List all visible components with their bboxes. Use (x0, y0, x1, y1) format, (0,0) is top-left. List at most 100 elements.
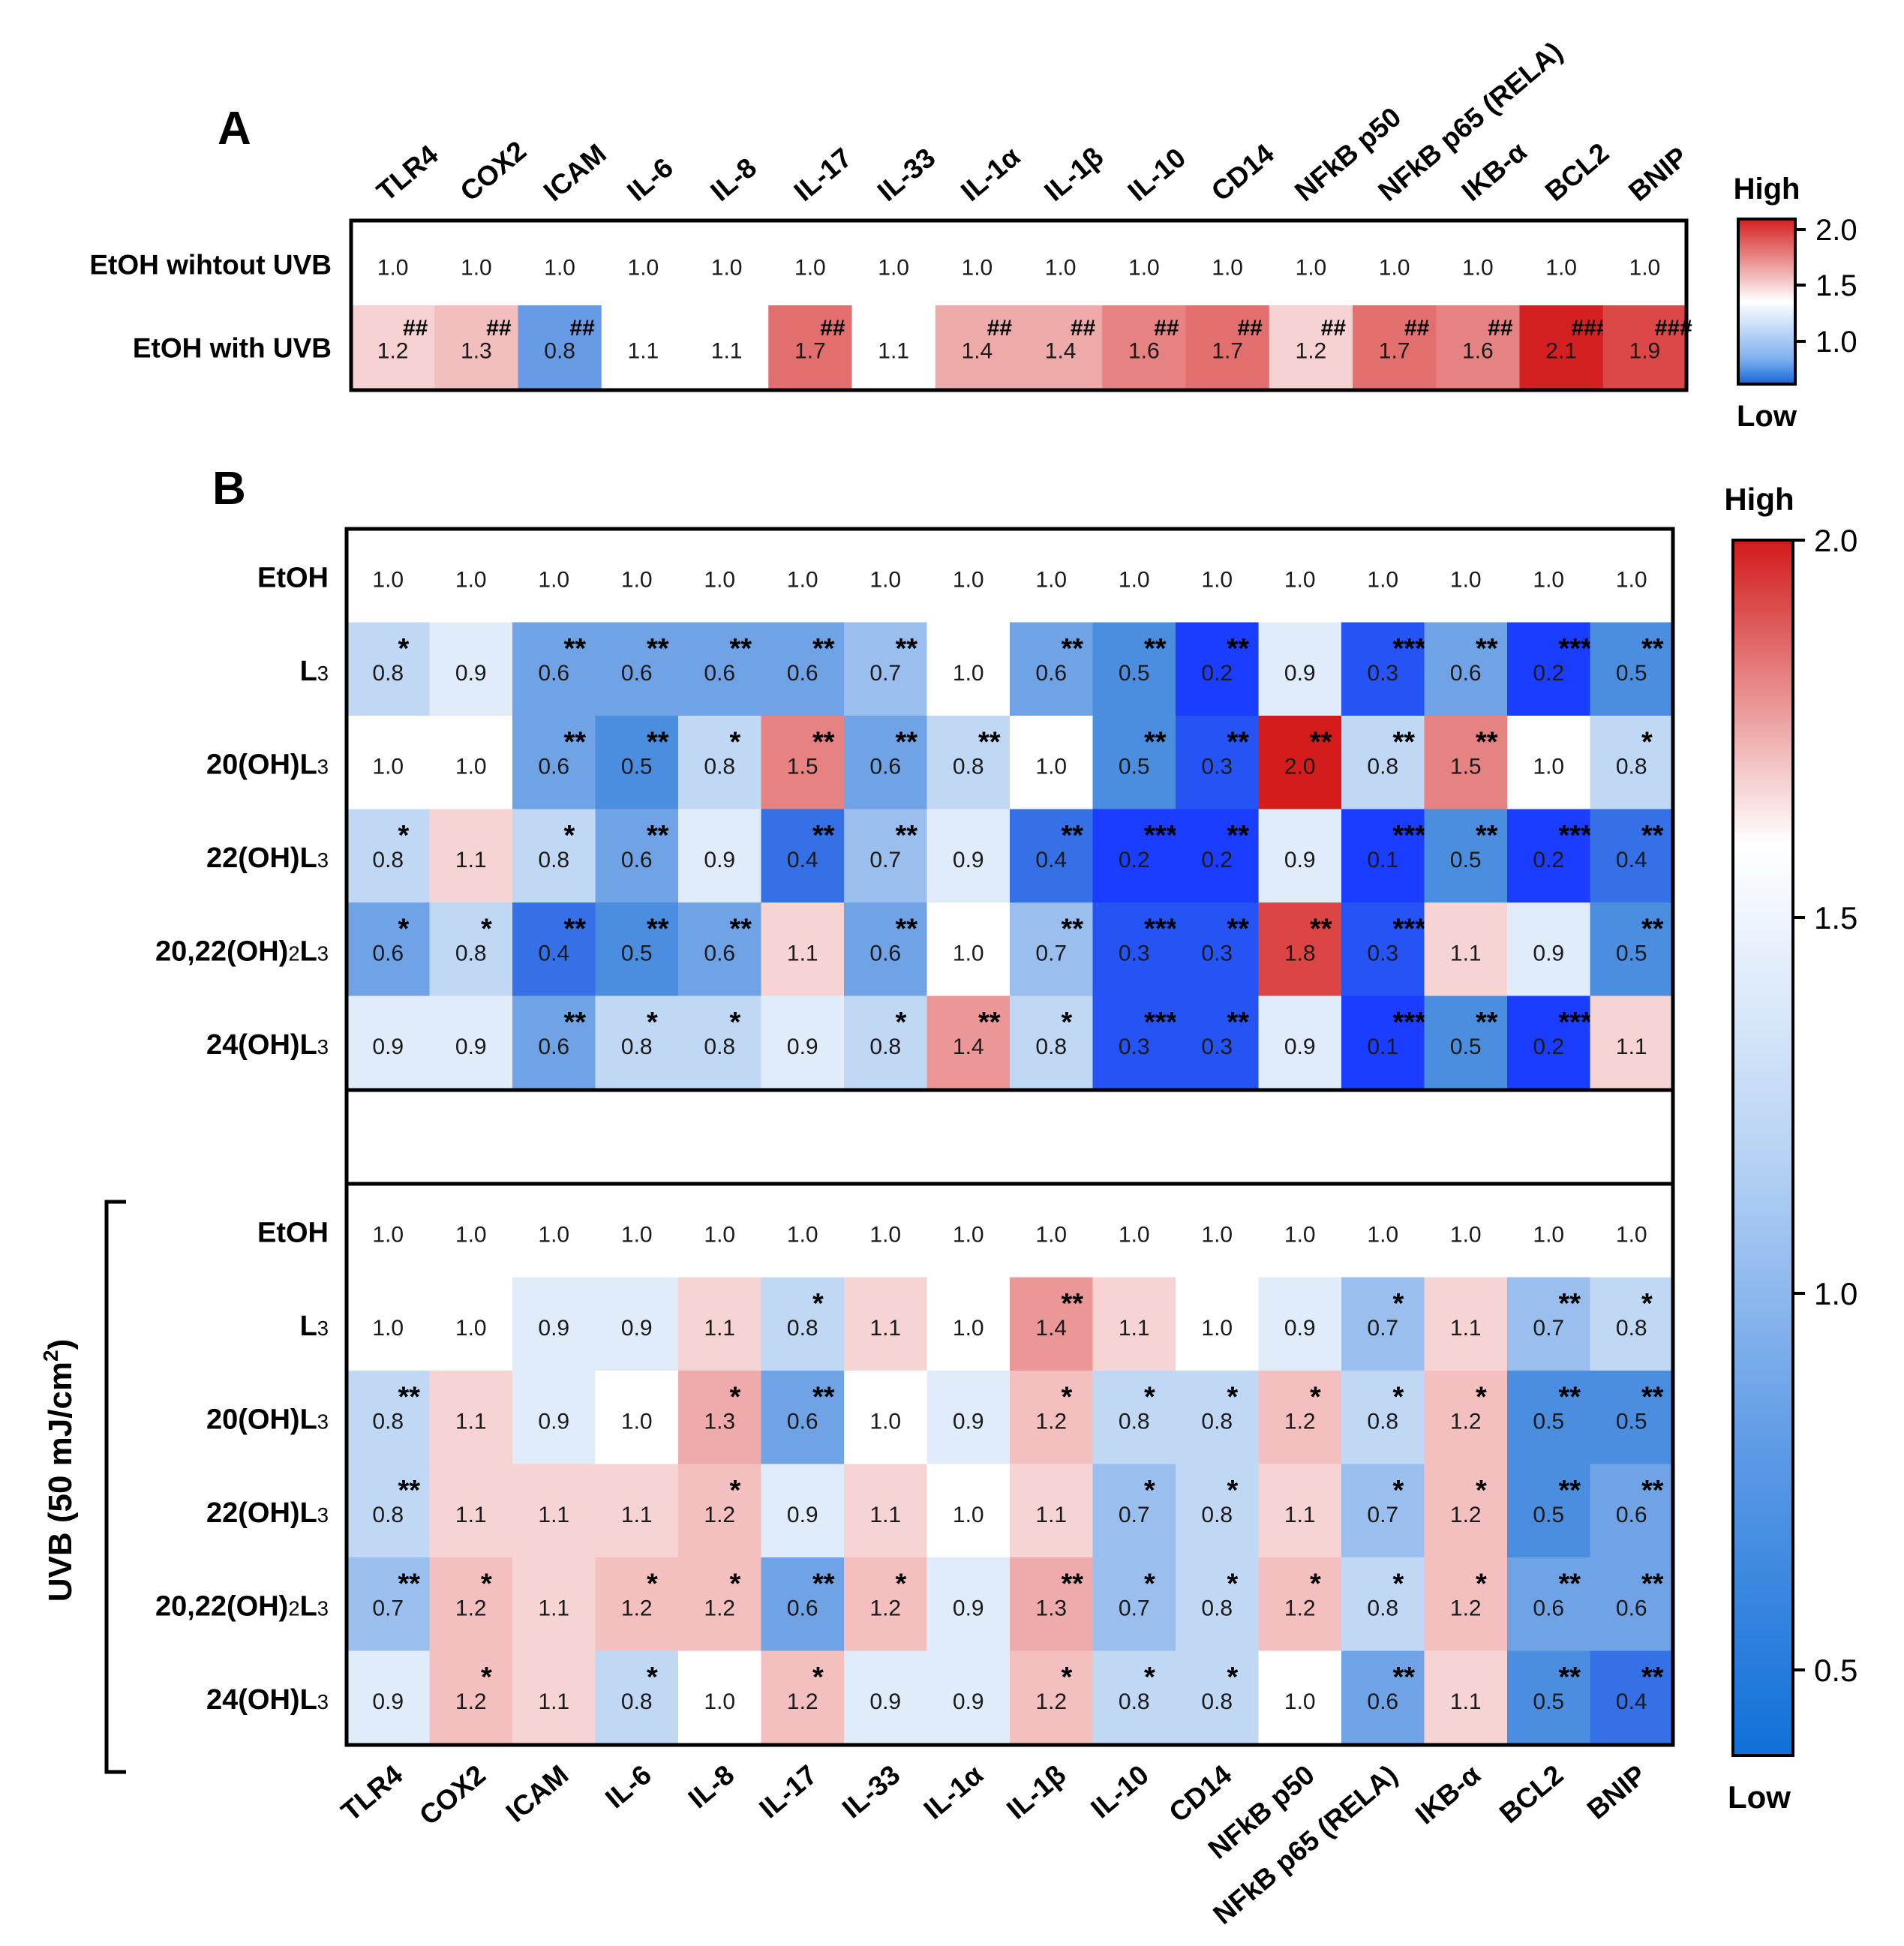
panel-b-group2-cell (347, 1277, 430, 1371)
panel-a-cell (685, 305, 769, 389)
panel-b-group1-cell (512, 902, 596, 996)
panel-b-group2-value-label: 1.2 (704, 1503, 735, 1527)
panel-b-group2-cell (347, 1184, 430, 1278)
panel-a-cell (1185, 305, 1270, 389)
panel-b-group1-cell (844, 622, 927, 716)
panel-b-group1-value-label: 0.8 (704, 754, 735, 779)
panel-a-value-label: 1.7 (1379, 339, 1410, 364)
panel-b-group1-significance-mark: * (1641, 726, 1653, 758)
panel-b-group2-value-label: 1.1 (1450, 1689, 1482, 1714)
panel-a-value-label: 1.1 (628, 339, 659, 364)
panel-b-group2-cell (1341, 1650, 1425, 1745)
panel-b-group1-value-label: 0.2 (1533, 848, 1564, 872)
panel-b-group2-cell (761, 1371, 845, 1464)
colorbar-b-tick-label: 1.0 (1814, 1276, 1857, 1311)
panel-b-group2-cell (1507, 1464, 1590, 1558)
panel-b-group1-value-label: 0.8 (704, 1035, 735, 1059)
panel-b-group2-value-label: 0.7 (1367, 1503, 1398, 1527)
panel-b-group2-cell (678, 1371, 761, 1464)
panel-b-group1-cell (347, 622, 430, 716)
panel-b-group2-cell (512, 1371, 596, 1464)
panel-a-cell (1102, 305, 1186, 389)
panel-b-group2-cell (1590, 1650, 1674, 1745)
panel-b-group1-significance-mark: ** (647, 913, 669, 944)
panel-b-group2-value-label: 0.8 (1367, 1596, 1398, 1620)
panel-b-group2-value-label: 0.8 (1119, 1409, 1150, 1434)
panel-b-group2-value-label: 1.0 (953, 1316, 984, 1341)
panel-b-group2-cell (1010, 1277, 1093, 1371)
panel-b-group2-value-label: 1.0 (455, 1316, 487, 1341)
panel-b-group1-cell (512, 716, 596, 809)
panel-b-group1-cell (595, 996, 679, 1090)
panel-b-group2-value-label: 1.0 (455, 1222, 487, 1247)
panel-b-group2-value-label: 1.0 (1201, 1222, 1233, 1247)
panel-a-cell (351, 222, 435, 306)
panel-b-group2-value-label: 0.8 (1201, 1596, 1233, 1620)
panel-b-group2-cell (595, 1464, 679, 1558)
panel-b-group2-cell (1341, 1184, 1425, 1278)
panel-b-group2-cell (512, 1557, 596, 1651)
panel-b-group1-value-label: 0.5 (1616, 941, 1647, 965)
panel-b-group1-value-label: 1.5 (787, 754, 818, 779)
panel-a-cell (1436, 222, 1520, 306)
panel-b-group1-cell (1176, 622, 1259, 716)
panel-b-group1-significance-mark: ** (1476, 820, 1498, 851)
panel-b-group1-value-label: 0.8 (538, 848, 569, 872)
panel-b-group2-cell (347, 1557, 430, 1651)
panel-b-group1-cell (1092, 622, 1176, 716)
panel-b-group2-cell (1424, 1184, 1508, 1278)
panel-b-group2-cell (347, 1371, 430, 1464)
panel-b-group1-cell (595, 529, 679, 623)
panel-a-cell (685, 222, 769, 306)
panel-b-group2-value-label: 0.9 (953, 1596, 984, 1620)
panel-b-group1-cell (1176, 716, 1259, 809)
panel-b-group2-cell (1010, 1371, 1093, 1464)
panel-b-group1-cell (1424, 902, 1508, 996)
panel-b-group2-value-label: 0.8 (1367, 1409, 1398, 1434)
panel-b-group2-value-label: 1.0 (538, 1222, 569, 1247)
panel-b-group1-value-label: 0.7 (869, 661, 901, 686)
panel-b-group1-value-label: 1.0 (787, 567, 818, 592)
panel-b-group2-significance-mark: ** (1559, 1288, 1581, 1320)
panel-b-column-label: ICAM (500, 1759, 575, 1828)
panel-b-group2-value-label: 1.0 (1616, 1222, 1647, 1247)
panel-b-group2-significance-mark: * (730, 1475, 741, 1506)
panel-b-group2-value-label: 1.1 (455, 1409, 487, 1434)
panel-b-group2-cell (844, 1184, 927, 1278)
panel-b-group2-value-label: 1.1 (1119, 1316, 1150, 1341)
panel-b-group1-value-label: 1.0 (953, 941, 984, 965)
panel-b-group2-value-label: 0.8 (1201, 1409, 1233, 1434)
panel-b-group1-cell (429, 902, 513, 996)
panel-b-group2-cell (1258, 1184, 1342, 1278)
panel-b-group2-value-label: 1.0 (869, 1222, 901, 1247)
panel-b-group2-cell (1424, 1557, 1508, 1651)
panel-b-group1-value-label: 1.0 (1119, 567, 1150, 592)
panel-b-group1-cell (347, 996, 430, 1090)
panel-b-group2-significance-mark: ** (812, 1568, 835, 1599)
panel-b-group1-cell (1258, 716, 1342, 809)
panel-b-row-label: 20,22(OH)2L3 (155, 935, 329, 967)
panel-b-group1-value-label: 0.8 (455, 941, 487, 965)
panel-b-group2-value-label: 1.0 (704, 1689, 735, 1714)
panel-b-group2-value-label: 0.9 (869, 1689, 901, 1714)
panel-b-group2-cell (1341, 1464, 1425, 1558)
panel-b-group1-significance-mark: ** (896, 820, 918, 851)
panel-b-group2-cell (926, 1277, 1011, 1371)
panel-b-group1-value-label: 1.0 (372, 567, 404, 592)
panel-b-row-label: 20(OH)L3 (206, 749, 329, 780)
panel-b-group2-significance-mark: * (1310, 1381, 1321, 1413)
panel-b-group1-value-label: 1.8 (1284, 941, 1316, 965)
panel-a-value-label: 1.0 (1462, 256, 1494, 281)
panel-b-group1-cell (1092, 902, 1176, 996)
panel-a-value-label: 1.0 (1296, 256, 1327, 281)
panel-b-group1-value-label: 0.8 (372, 661, 404, 686)
panel-b-group1-value-label: 0.7 (869, 848, 901, 872)
panel-b-group2-cell (1507, 1557, 1590, 1651)
panel-b-group2-cell (429, 1464, 513, 1558)
panel-b-group1-value-label: 0.8 (1367, 754, 1398, 779)
panel-b-group1-significance-mark: ** (812, 820, 835, 851)
panel-b-group1-cell (1590, 622, 1674, 716)
panel-b-group1-value-label: 0.9 (1533, 941, 1564, 965)
panel-b-group2-value-label: 0.9 (372, 1689, 404, 1714)
